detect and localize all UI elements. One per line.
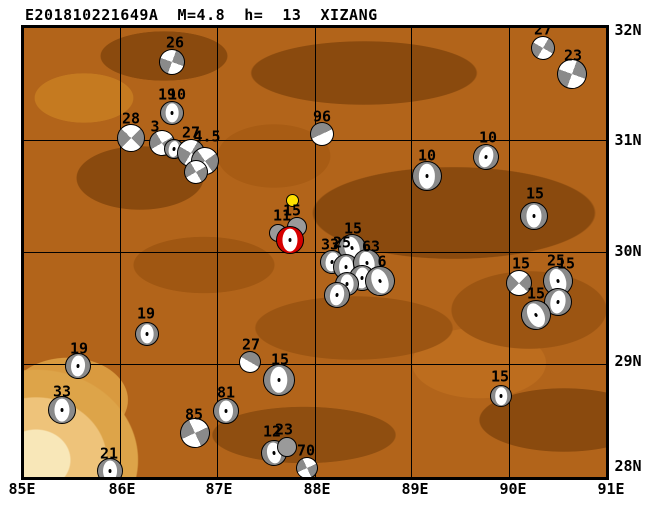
x-axis-label: 90E (499, 480, 527, 498)
y-axis-label: 30N (614, 242, 642, 260)
x-axis-label: 91E (597, 480, 625, 498)
x-axis-label: 85E (8, 480, 36, 498)
x-axis-label: 89E (401, 480, 429, 498)
focal-mechanism-ball (48, 396, 76, 424)
ball-depth-label: 15 (556, 254, 576, 273)
ball-depth-label: 25 (332, 233, 352, 252)
ball-depth-label: 11 (272, 206, 292, 225)
y-axis-label: 28N (614, 457, 642, 475)
x-axis-label: 88E (303, 480, 331, 498)
ball-depth-label: 27 (181, 123, 201, 142)
ball-depth-label: 4.5 (193, 127, 221, 146)
focal-mechanism-ball (213, 398, 239, 424)
map-canvas: 26 19 10 28 3 27 4.5 96 10 10 27 23 15 11 15 15 33 25 63 6 1… (24, 28, 606, 477)
ball-depth-label: 10 (478, 128, 498, 147)
ball-depth-label: 15 (270, 350, 290, 369)
ball-depth-label: 21 (99, 444, 119, 463)
ball-depth-label: 19 (157, 85, 177, 104)
ball-depth-label: 23 (274, 420, 294, 439)
ball-depth-label: 70 (296, 441, 316, 460)
focal-mechanism-ball (277, 437, 297, 457)
ball-depth-label: 19 (136, 304, 156, 323)
ball-depth-label: 27 (241, 335, 261, 354)
gridline-horizontal (24, 364, 606, 365)
focal-mechanism-ball (117, 124, 145, 152)
ball-depth-label: 33 (52, 382, 72, 401)
ball-depth-label: 85 (184, 405, 204, 424)
ball-depth-label: 19 (69, 339, 89, 358)
y-axis-label: 32N (614, 21, 642, 39)
ball-depth-label: 15 (490, 367, 510, 386)
x-axis-label: 86E (108, 480, 136, 498)
focal-mechanism-ball (412, 161, 442, 191)
ball-depth-label: 15 (343, 219, 363, 238)
ball-depth-label: 26 (165, 33, 185, 52)
focal-mechanism-ball (135, 322, 159, 346)
y-axis-label: 29N (614, 352, 642, 370)
focal-mechanism-ball (506, 270, 532, 296)
gridline-horizontal (24, 252, 606, 253)
ball-depth-label: 15 (526, 284, 546, 303)
ball-depth-label: 10 (167, 85, 187, 104)
ball-depth-label: 27 (533, 28, 553, 39)
focal-mechanism-ball (263, 364, 295, 396)
ball-depth-label: 6 (377, 252, 387, 271)
y-axis-label: 31N (614, 131, 642, 149)
main-event-marker (285, 193, 299, 207)
ball-depth-label: 3 (150, 117, 160, 136)
focal-mechanism-ball (490, 385, 512, 407)
ball-depth-label: 28 (121, 109, 141, 128)
focal-mechanism-ball (97, 458, 123, 477)
ball-depth-label: 96 (312, 107, 332, 126)
ball-depth-label: 12 (262, 422, 282, 441)
ball-depth-label: 33 (320, 235, 340, 254)
x-axis-label: 87E (205, 480, 233, 498)
ball-depth-label: 81 (216, 383, 236, 402)
ball-depth-label: 63 (361, 237, 381, 256)
plot-title: E201810221649A M=4.8 h= 13 XIZANG (25, 6, 378, 24)
focal-mechanism-ball (276, 226, 304, 254)
ball-depth-label: 25 (546, 251, 566, 270)
ball-depth-label: 15 (525, 184, 545, 203)
focal-mechanism-ball (520, 202, 548, 230)
ball-depth-label: 15 (282, 201, 302, 220)
focal-mechanism-ball (160, 101, 184, 125)
ball-depth-label: 23 (563, 46, 583, 65)
ball-depth-label: 10 (417, 146, 437, 165)
ball-depth-label: 15 (511, 254, 531, 273)
